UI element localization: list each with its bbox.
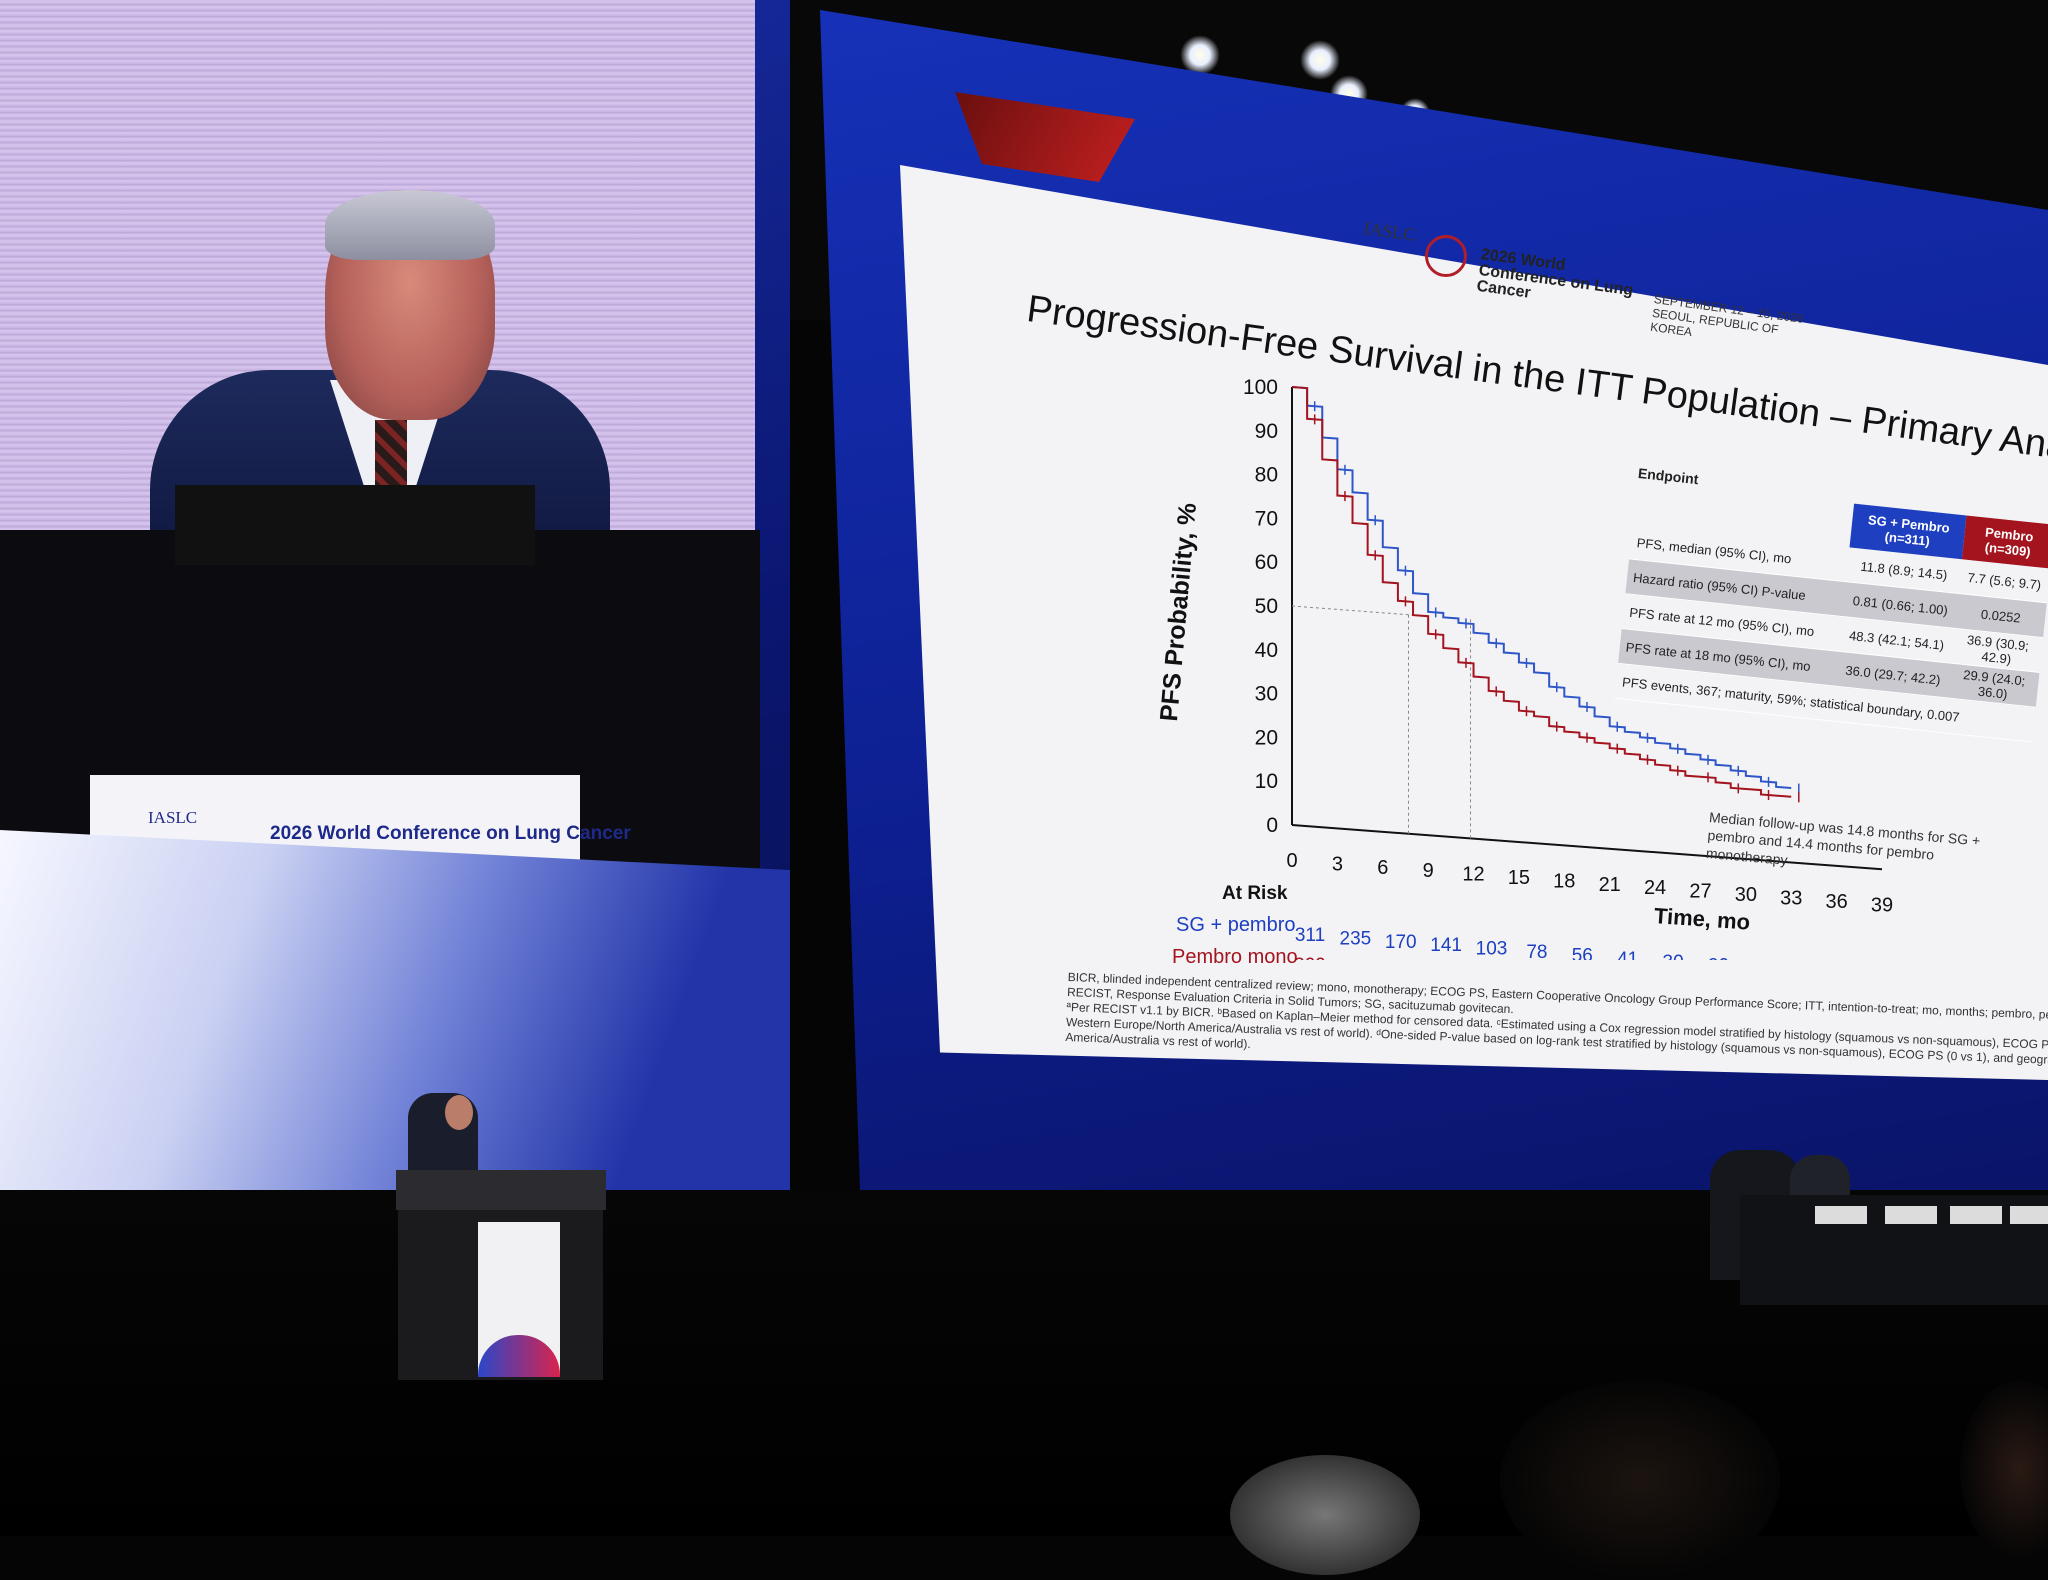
table-cell: 36.0 (29.7; 42.2) — [1844, 662, 1942, 688]
x-tick-label: 18 — [1553, 870, 1575, 892]
nameplate — [2010, 1206, 2048, 1224]
km-curve-0 — [1291, 386, 1792, 789]
nameplate — [1950, 1206, 2002, 1224]
x-tick-label: 39 — [1871, 894, 1893, 916]
at-risk-sg-value: 78 — [1526, 942, 1547, 960]
speaker-head — [445, 1095, 473, 1130]
left-screen-graphic — [0, 830, 790, 1220]
at-risk-sg-label: SG + pembro — [1176, 914, 1296, 936]
at-risk-pembro-label: Pembro mono — [1172, 946, 1298, 968]
y-tick-label: 40 — [1255, 639, 1278, 662]
y-tick-label: 50 — [1255, 595, 1278, 618]
at-risk-sg-value: 235 — [1340, 928, 1372, 949]
km-curve-1 — [1291, 386, 1792, 798]
at-risk-sg-value: 20 — [1708, 956, 1729, 960]
x-tick-label: 0 — [1286, 850, 1297, 872]
nameplate — [1815, 1206, 1867, 1224]
y-tick-label: 20 — [1255, 726, 1278, 749]
y-tick-label: 10 — [1255, 770, 1278, 793]
y-tick-label: 100 — [1243, 376, 1278, 399]
audience-head — [1500, 1380, 1780, 1580]
at-risk-sg-value: 30 — [1663, 952, 1684, 960]
nameplate — [1885, 1206, 1937, 1224]
chart-at-risk: 3113092352041701381411061037078565641413… — [1294, 925, 1774, 960]
x-tick-label: 3 — [1332, 853, 1343, 875]
table-cell: 7.7 (5.6; 9.7) — [1967, 569, 2042, 593]
endpoint-table: Endpoint SG + Pembro (n=311) Pembro (n=3… — [1614, 455, 2048, 743]
x-tick-label: 36 — [1825, 891, 1847, 913]
banner-org: IASLC — [148, 808, 198, 827]
y-tick-label: 90 — [1255, 420, 1278, 443]
x-tick-label: 27 — [1689, 881, 1711, 903]
at-risk-pembro-value: 204 — [1340, 958, 1372, 960]
x-tick-label: 12 — [1462, 864, 1484, 886]
at-risk-label: At Risk — [1222, 883, 1288, 904]
x-tick-label: 24 — [1644, 877, 1666, 899]
table-cell: 29.9 (24.0; 36.0) — [1962, 667, 2026, 702]
table-col-pembro: Pembro (n=309) — [1962, 515, 2048, 569]
table-cell: 0.81 (0.66; 1.00) — [1852, 592, 1949, 618]
x-tick-label: 30 — [1735, 884, 1757, 906]
y-tick-label: 0 — [1266, 814, 1278, 837]
video-lectern — [175, 485, 535, 565]
table-cell: 36.9 (30.9; 42.9) — [1966, 632, 2030, 667]
table-cell: 11.8 (8.9; 14.5) — [1859, 558, 1949, 583]
table-cell: 48.3 (42.1; 54.1) — [1848, 627, 1945, 653]
seal-icon — [1425, 235, 1467, 277]
stage-light — [1300, 40, 1340, 80]
audience-head — [1230, 1455, 1420, 1575]
lectern-top — [396, 1170, 606, 1210]
at-risk-sg-value: 170 — [1385, 932, 1417, 953]
y-tick-label: 80 — [1255, 464, 1278, 487]
at-risk-sg-value: 103 — [1476, 939, 1508, 960]
median-line — [1291, 605, 1429, 617]
at-risk-sg-value: 141 — [1430, 935, 1462, 956]
x-tick-label: 15 — [1508, 867, 1530, 889]
x-tick-label: 21 — [1599, 874, 1621, 896]
stage-light — [1180, 35, 1220, 75]
audience-head — [1960, 1380, 2048, 1560]
y-tick-label: 60 — [1255, 551, 1278, 574]
x-tick-label: 9 — [1423, 860, 1434, 882]
at-risk-pembro-value: 309 — [1294, 955, 1326, 960]
y-tick-label: 70 — [1255, 507, 1278, 530]
chart-series — [1291, 386, 1800, 803]
at-risk-sg-value: 41 — [1617, 949, 1638, 960]
banner-text: 2026 World Conference on Lung Cancer — [270, 823, 631, 844]
speaker-hair — [325, 190, 495, 260]
y-tick-label: 30 — [1255, 683, 1278, 706]
at-risk-sg-value: 11 — [1754, 959, 1774, 960]
at-risk-sg-value: 56 — [1572, 945, 1593, 960]
table-cell: 0.0252 — [1980, 606, 2022, 626]
x-tick-label: 33 — [1780, 887, 1802, 909]
x-tick-label: 6 — [1377, 857, 1388, 879]
x-axis-line — [1291, 824, 1883, 871]
chart-median-ref — [1291, 605, 1472, 839]
at-risk-sg-value: 311 — [1295, 925, 1325, 946]
